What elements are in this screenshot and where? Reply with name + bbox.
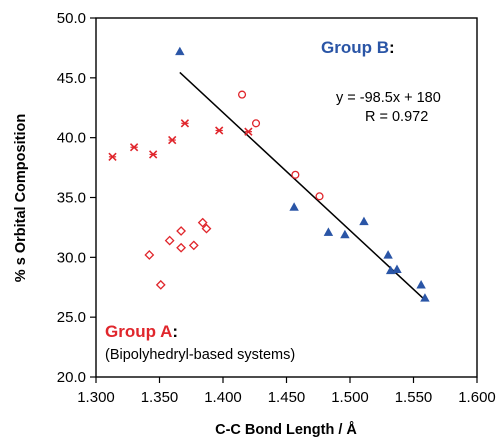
y-tick-label: 40.0 — [57, 130, 86, 147]
point-x-star — [148, 150, 158, 159]
y-tick-label: 50.0 — [57, 10, 86, 27]
x-tick-label: 1.500 — [331, 389, 369, 406]
point-filled-triangle — [383, 250, 393, 259]
point-open-circle — [251, 119, 261, 128]
x-tick-label: 1.400 — [204, 389, 242, 406]
point-x-star — [244, 127, 253, 136]
data-points — [108, 46, 430, 302]
x-tick-labels: 1.300 1.350 1.400 1.450 1.500 1.550 1.600 — [77, 389, 496, 406]
group-b-title: Group B: — [321, 38, 395, 57]
y-tick-label: 35.0 — [57, 190, 86, 207]
fit-equation: y = -98.5x + 180 — [336, 90, 441, 106]
fit-r-value: R = 0.972 — [365, 109, 428, 125]
point-filled-triangle — [359, 216, 369, 226]
y-tick-labels: 20.0 25.0 30.0 35.0 40.0 45.0 50.0 — [57, 10, 86, 386]
group-b-colon: : — [389, 38, 395, 57]
point-open-diamond — [176, 242, 187, 253]
point-open-diamond — [144, 250, 155, 260]
x-axis-title: C-C Bond Length / Å — [215, 421, 357, 438]
y-tick-label: 30.0 — [57, 249, 86, 266]
point-filled-triangle — [175, 46, 185, 56]
x-tick-label: 1.450 — [268, 389, 306, 406]
point-filled-triangle — [289, 202, 299, 211]
x-tick-label: 1.550 — [395, 389, 433, 406]
group-a-colon: : — [172, 322, 178, 341]
x-tick-label: 1.600 — [458, 389, 496, 406]
point-filled-triangle — [392, 264, 402, 273]
point-filled-triangle — [340, 229, 350, 239]
point-open-diamond — [155, 279, 166, 290]
point-open-circle — [315, 192, 324, 201]
point-x-star — [129, 143, 139, 152]
point-open-diamond — [164, 235, 175, 246]
point-x-star — [215, 126, 224, 135]
axis-ticks — [90, 17, 478, 383]
x-tick-label: 1.350 — [141, 389, 179, 406]
point-x-star — [108, 152, 117, 161]
point-open-diamond — [201, 223, 212, 234]
x-tick-label: 1.300 — [77, 389, 115, 406]
point-x-star — [180, 119, 190, 128]
point-open-diamond — [197, 217, 208, 228]
group-a-title: Group A: — [105, 322, 178, 341]
point-open-diamond — [176, 226, 187, 236]
point-filled-triangle — [385, 265, 396, 275]
y-tick-label: 20.0 — [57, 369, 86, 386]
group-a-description: (Bipolyhedryl-based systems) — [105, 347, 295, 363]
point-open-circle — [238, 90, 247, 99]
point-filled-triangle — [420, 293, 430, 302]
point-x-star — [168, 135, 177, 145]
point-filled-triangle — [416, 280, 426, 289]
trendline-group — [179, 71, 426, 301]
group-b-label: Group B — [321, 38, 389, 57]
y-axis-title: % s Orbital Composition — [13, 114, 29, 282]
group-a-label: Group A — [105, 322, 172, 341]
point-open-circle — [291, 170, 300, 179]
point-filled-triangle — [323, 227, 334, 236]
point-open-diamond — [188, 240, 199, 251]
y-tick-label: 45.0 — [57, 70, 86, 87]
y-tick-label: 25.0 — [57, 309, 86, 326]
trendline — [179, 71, 426, 301]
